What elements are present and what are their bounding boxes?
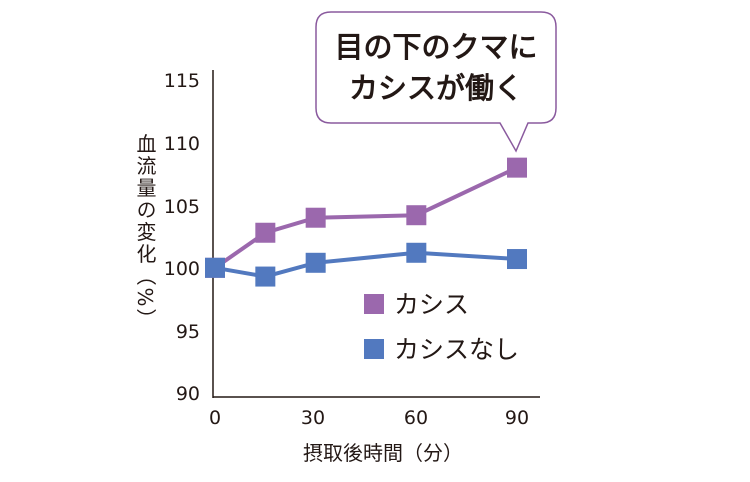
callout: 目の下のクマに カシスが働く [315, 11, 557, 153]
callout-line-2: カシスが働く [349, 71, 523, 105]
data-point-no-cassis [406, 242, 427, 263]
data-point-cassis [507, 157, 527, 178]
data-point-cassis [255, 222, 276, 243]
y-tick-label: 95 [176, 321, 200, 343]
y-axis-title: 血流量の変化（%） [133, 133, 157, 330]
series-line-cassis [213, 165, 518, 270]
legend-swatch-no-cassis [364, 339, 384, 359]
callout-bubble [315, 11, 557, 153]
data-point-no-cassis [205, 257, 225, 278]
x-tick-labels: 0 30 60 90 [209, 407, 529, 429]
x-tick-label: 90 [505, 407, 529, 429]
x-tick-label: 60 [404, 407, 428, 429]
legend-label-no-cassis: カシスなし [394, 335, 519, 364]
legend: カシス カシスなし [364, 290, 519, 364]
data-point-no-cassis [305, 252, 326, 273]
x-tick-label: 30 [301, 407, 325, 429]
series-layer [205, 157, 527, 287]
data-point-no-cassis [255, 266, 276, 287]
legend-label-cassis: カシス [394, 290, 469, 319]
y-tick-labels: 115 110 105 100 95 90 [164, 70, 200, 405]
y-tick-label: 110 [164, 133, 200, 155]
data-point-no-cassis [507, 249, 527, 270]
legend-swatch-cassis [364, 294, 384, 314]
x-tick-label: 0 [209, 407, 221, 429]
data-point-cassis [406, 205, 427, 226]
callout-line-1: 目の下のクマに [334, 30, 537, 64]
data-point-cassis [305, 207, 326, 228]
y-tick-label: 115 [164, 70, 200, 92]
y-tick-label: 105 [164, 196, 200, 218]
y-tick-label: 90 [176, 383, 200, 405]
y-tick-label: 100 [164, 258, 200, 280]
x-axis-title: 摂取後時間（分） [303, 441, 463, 465]
